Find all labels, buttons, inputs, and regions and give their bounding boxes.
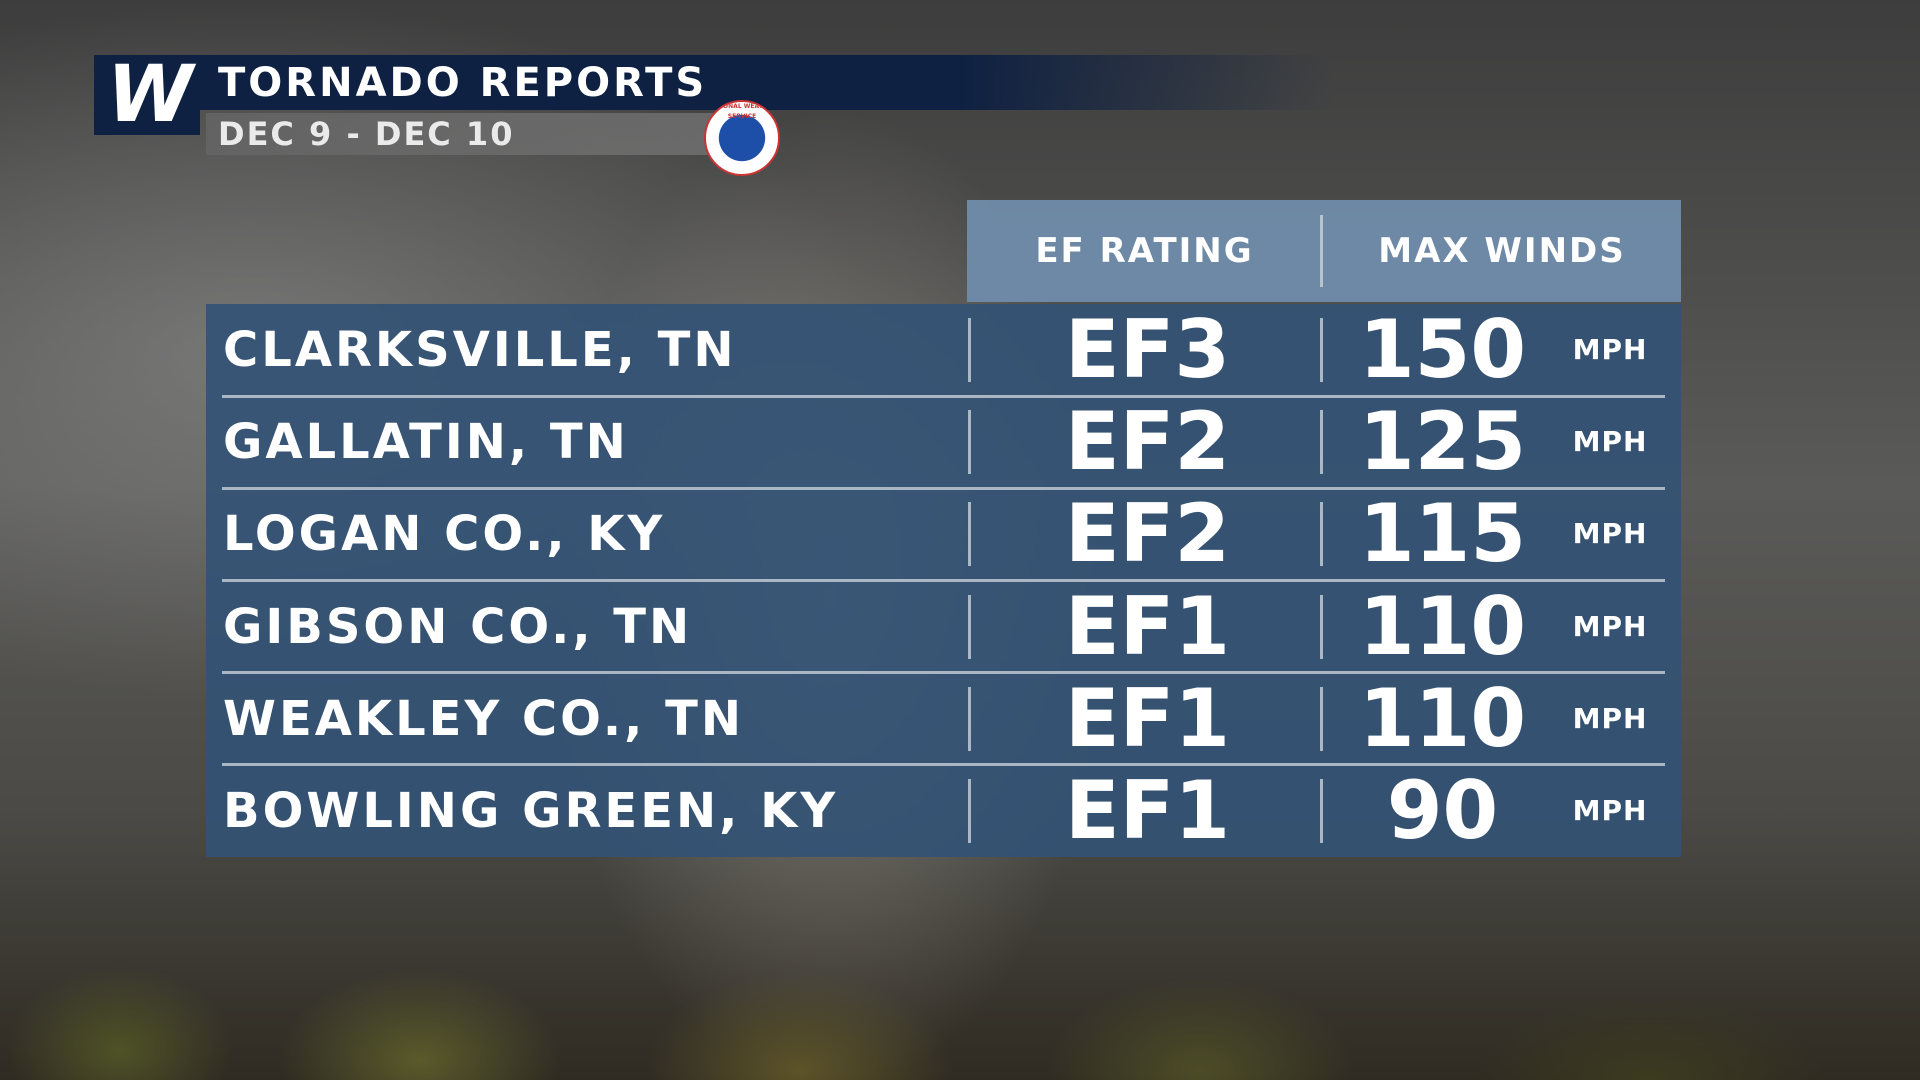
ef-rating: EF3 <box>1065 303 1230 397</box>
nws-badge: NATIONAL WEATHER SERVICE <box>704 100 780 176</box>
divider <box>1320 502 1323 567</box>
divider <box>968 686 971 751</box>
ef-rating: EF1 <box>1065 763 1230 857</box>
column-header: MAX WINDS <box>1378 231 1626 271</box>
divider <box>968 778 971 843</box>
row-separator <box>222 486 1665 490</box>
divider <box>1320 410 1323 475</box>
ef-rating: EF1 <box>1065 671 1230 765</box>
wind-unit: MPH <box>1572 425 1648 459</box>
column-header: EF RATING <box>1035 231 1254 271</box>
max-wind: 110 <box>1359 579 1526 673</box>
location: CLARKSVILLE, TN <box>223 322 737 379</box>
row-separator <box>222 394 1665 398</box>
wind-unit: MPH <box>1572 333 1648 367</box>
max-wind: 90 <box>1386 763 1499 857</box>
row-separator <box>222 763 1665 767</box>
divider <box>968 318 971 383</box>
max-wind: 150 <box>1359 303 1526 397</box>
wind-unit: MPH <box>1572 793 1648 827</box>
wind-unit: MPH <box>1572 517 1648 551</box>
location: GALLATIN, TN <box>223 414 629 471</box>
logo: W <box>94 55 200 135</box>
title: TORNADO REPORTS <box>218 60 708 106</box>
divider <box>1320 686 1323 751</box>
ef-rating: EF2 <box>1065 487 1230 581</box>
divider <box>1320 215 1323 287</box>
wind-unit: MPH <box>1572 609 1648 643</box>
divider <box>1320 318 1323 383</box>
max-wind: 125 <box>1359 395 1526 489</box>
divider <box>1320 778 1323 843</box>
row-separator <box>222 671 1665 675</box>
header-cell <box>967 200 1681 302</box>
max-wind: 110 <box>1359 671 1526 765</box>
background-trees <box>0 880 1920 1080</box>
location: WEAKLEY CO., TN <box>223 690 744 747</box>
wind-unit: MPH <box>1572 701 1648 735</box>
location: GIBSON CO., TN <box>223 598 693 655</box>
divider <box>968 502 971 567</box>
subtitle: DEC 9 - DEC 10 <box>218 115 515 153</box>
divider <box>1320 594 1323 659</box>
divider <box>968 410 971 475</box>
location: LOGAN CO., KY <box>223 506 666 563</box>
ef-rating: EF1 <box>1065 579 1230 673</box>
header-bar <box>94 55 1334 110</box>
max-wind: 115 <box>1359 487 1526 581</box>
divider <box>968 594 971 659</box>
subtitle-bar <box>206 113 716 155</box>
row-separator <box>222 579 1665 582</box>
ef-rating: EF2 <box>1065 395 1230 489</box>
location: BOWLING GREEN, KY <box>223 782 839 839</box>
